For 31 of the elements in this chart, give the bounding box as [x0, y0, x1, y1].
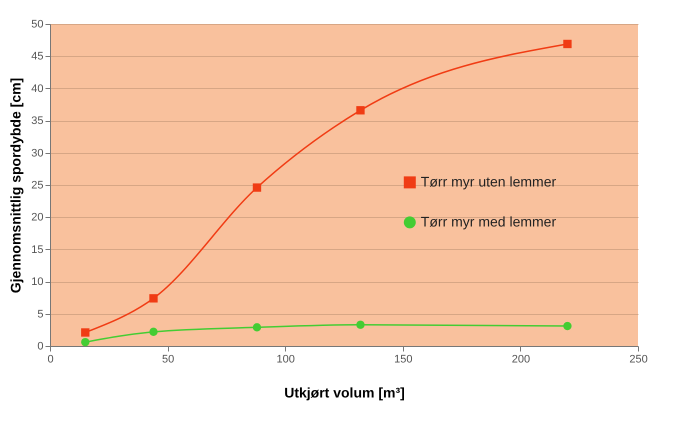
point	[81, 338, 90, 346]
y-tick-label: 45	[31, 50, 44, 63]
y-tick-label: 50	[31, 18, 44, 30]
legend-label: Tørr myr uten lemmer	[420, 173, 556, 190]
legend-label: Tørr myr med lemmer	[420, 213, 556, 230]
y-tick-label: 30	[31, 147, 44, 160]
y-tick-label: 20	[31, 212, 44, 224]
y-axis-title: Gjennomsnittlig spordybde [cm]	[7, 78, 24, 294]
y-tick-label: 35	[31, 115, 44, 128]
x-tick-label: 250	[629, 354, 648, 366]
x-axis-title: Utkjørt volum [m³]	[284, 384, 405, 400]
x-tick-label: 150	[394, 354, 412, 366]
point	[252, 183, 262, 192]
point	[149, 294, 158, 303]
x-tick-label: 50	[162, 354, 174, 366]
x-tick-label: 100	[276, 354, 295, 366]
point	[563, 40, 572, 48]
point	[563, 322, 572, 330]
y-tick-label: 15	[31, 244, 44, 256]
point	[356, 106, 365, 114]
y-tick-label: 25	[31, 180, 44, 192]
point	[149, 328, 158, 336]
x-tick-label: 200	[512, 354, 530, 366]
y-tick-label: 0	[37, 340, 44, 352]
point	[81, 328, 90, 337]
x-tick-label: 0	[47, 354, 54, 366]
y-tick-label: 40	[31, 82, 44, 95]
y-tick-label: 10	[31, 276, 44, 288]
point	[356, 320, 365, 329]
y-tick-label: 5	[37, 308, 44, 320]
point	[252, 323, 262, 332]
